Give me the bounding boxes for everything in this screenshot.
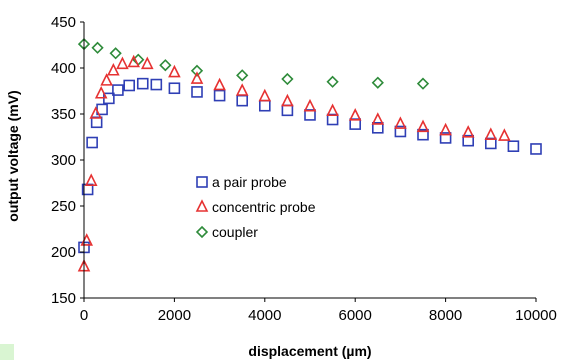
data-point [281,93,294,107]
data-point [258,99,271,112]
data-point [439,132,452,144]
data-point [116,56,129,70]
series-diamond [77,37,430,90]
x-tick-label: 2000 [158,307,191,324]
y-tick-label: 150 [51,290,76,307]
data-point [416,77,430,90]
data-point [107,62,120,76]
series-triangle [77,54,511,272]
data-point [109,47,122,60]
legend: a pair probe concentric probe coupler [195,174,316,240]
data-markers [77,37,542,272]
data-point [303,98,317,112]
data-point [84,173,98,186]
y-tick-label: 450 [51,14,76,31]
y-tick-label: 350 [51,106,76,123]
data-point [416,119,430,133]
y-tick-label: 300 [51,152,76,169]
data-point [236,94,248,107]
data-point [168,64,181,78]
data-point [394,125,407,138]
data-point [348,108,362,121]
x-tick-label: 4000 [248,307,281,324]
legend-label: a pair probe [212,174,287,190]
y-tick-label: 400 [51,60,76,77]
legend-marker [196,176,208,188]
data-point [94,85,108,99]
tick-labels: 150 200 250 300 350 400 450 0 2000 4000 6000 8000 10… [51,14,557,324]
data-point [213,77,226,91]
x-tick-label: 8000 [429,307,462,324]
data-point [80,233,94,246]
legend-marker [195,225,209,239]
corner-decoration [0,344,14,360]
data-point [159,59,172,72]
legend-marker [195,199,209,212]
x-axis-title: displacement (µm) [248,343,371,359]
data-point [191,86,203,98]
data-point [371,76,384,89]
data-point [530,143,542,155]
data-point [281,104,294,117]
y-tick-label: 200 [51,244,76,261]
data-point [326,75,339,88]
data-point [150,78,163,91]
data-point [281,72,294,86]
data-point [258,88,272,102]
data-point [89,106,103,119]
data-point [236,69,249,82]
axes [83,22,536,299]
data-point [484,127,498,140]
data-point [507,140,520,152]
data-point [100,73,113,86]
data-point [140,56,154,70]
data-point [168,82,181,95]
series-square [78,77,542,254]
data-point [127,54,141,68]
data-point [439,122,452,136]
x-tick-label: 0 [80,307,88,324]
x-tick-label: 10000 [515,307,557,324]
data-point [498,128,511,141]
data-point [461,125,475,138]
data-point [123,79,135,92]
data-point [112,84,124,96]
x-tick-label: 6000 [339,307,372,324]
data-point [213,89,226,102]
legend-label: concentric probe [212,199,316,215]
data-point [235,83,249,96]
y-tick-label: 250 [51,198,76,215]
data-point [136,77,149,90]
y-axis-title: output voltage (mV) [5,90,21,221]
data-point [326,103,339,117]
data-point [371,122,384,134]
data-point [91,41,104,54]
data-point [394,116,407,129]
data-point [371,112,385,125]
data-point [462,134,475,147]
data-point [417,128,429,141]
data-point [190,64,204,77]
legend-label: coupler [212,224,258,240]
data-point [190,71,204,84]
data-point [86,136,98,149]
